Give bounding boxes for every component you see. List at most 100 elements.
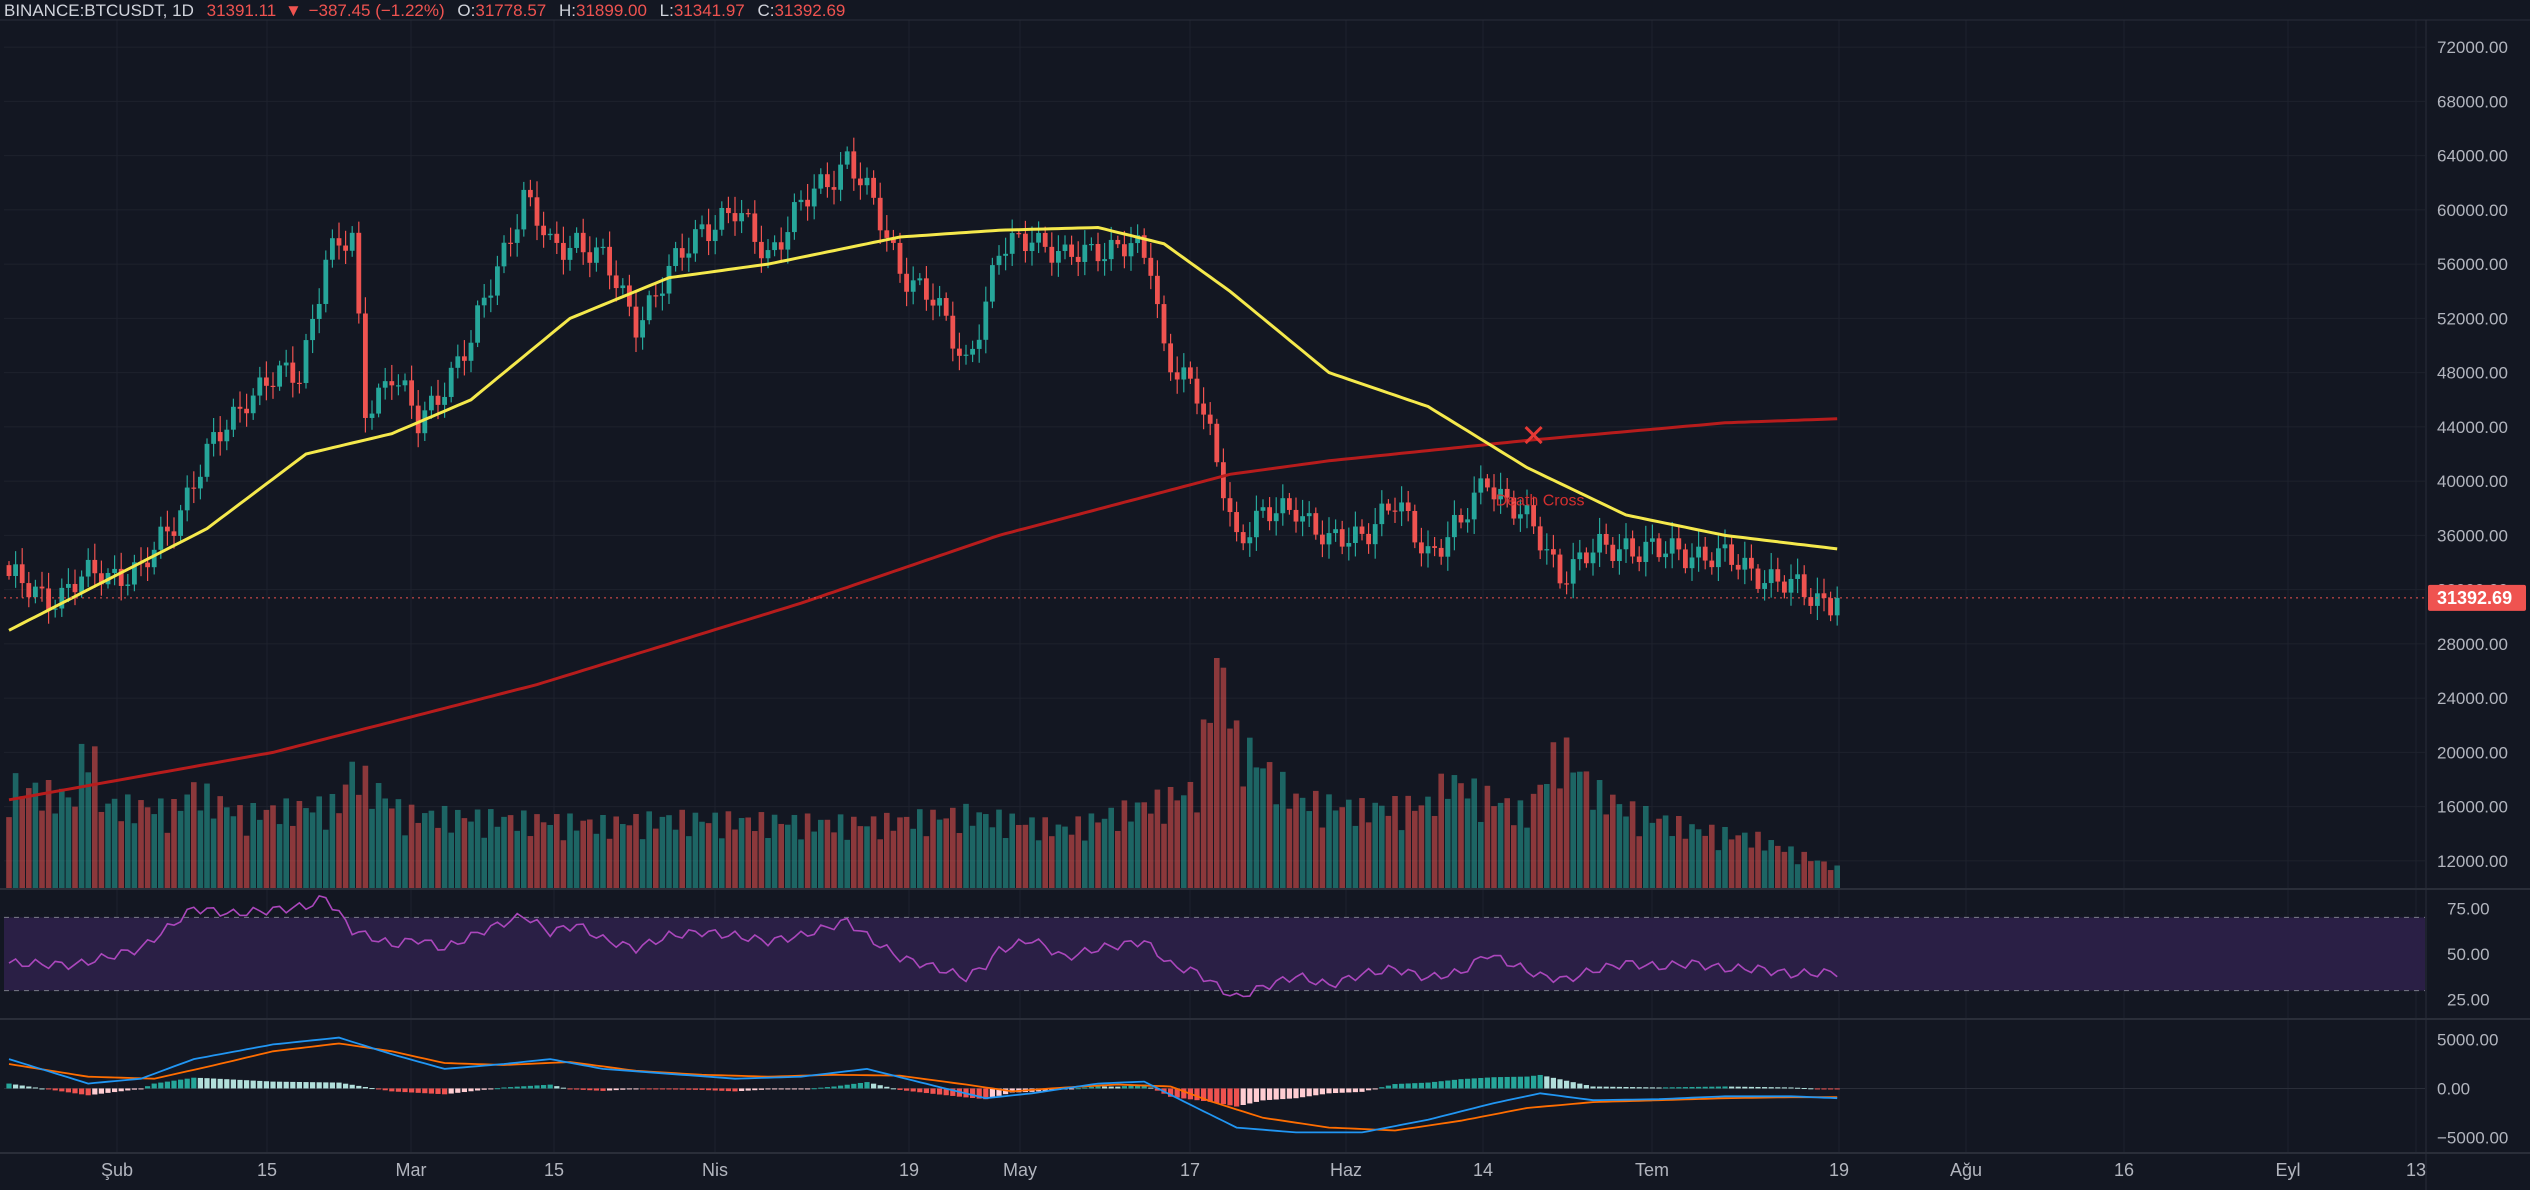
volume-bar <box>1214 658 1220 888</box>
volume-bar <box>1082 840 1088 888</box>
volume-bar <box>125 794 131 888</box>
time-axis[interactable]: Şub 15 Mar 15 Nis 19 May 17 Haz 14 Tem 19 Ağu 16 Eyl 13 <box>101 1160 2426 1180</box>
macd-histogram-bar <box>1069 1088 1075 1090</box>
macd-histogram-bar <box>983 1088 989 1100</box>
volume-bar <box>679 809 685 888</box>
candle-body <box>726 207 731 214</box>
candle-body <box>402 380 408 386</box>
volume-bar <box>514 830 520 888</box>
macd-histogram-bar <box>521 1086 527 1089</box>
volume-bar <box>626 825 633 888</box>
x-marker-stroke <box>1524 425 1543 445</box>
macd-histogram-bar <box>923 1088 929 1094</box>
macd-histogram-bar <box>824 1087 830 1089</box>
candle-body <box>264 377 269 386</box>
macd-histogram-bar <box>1689 1086 1695 1089</box>
volume-bar <box>1108 807 1114 888</box>
candle-body <box>745 213 751 215</box>
macd-histogram-bar <box>706 1088 712 1091</box>
volume-bar <box>646 811 652 888</box>
macd-histogram-bar <box>184 1078 190 1089</box>
macd-histogram-bar <box>989 1088 995 1098</box>
macd-histogram-bar <box>1762 1087 1768 1089</box>
macd-histogram-bar <box>158 1082 164 1089</box>
candle-body <box>1544 549 1550 551</box>
candle-body <box>838 164 843 190</box>
macd-histogram-bar <box>461 1088 467 1093</box>
volume-bar <box>1339 807 1345 888</box>
volume-bar <box>1735 835 1741 888</box>
candle-body <box>19 564 25 584</box>
macd-histogram-bar <box>1517 1076 1523 1089</box>
symbol-label[interactable]: BINANCE:BTCUSDT, 1D <box>4 1 194 20</box>
candle-body <box>376 387 381 414</box>
candle-body <box>118 568 124 586</box>
volume-bar <box>969 825 976 888</box>
volume-bar <box>230 816 237 888</box>
macd-histogram-bar <box>244 1080 250 1089</box>
close-value: 31392.69 <box>774 1 846 20</box>
macd-histogram-bar <box>1557 1079 1563 1089</box>
candle-body <box>1775 569 1781 582</box>
candle-body <box>132 562 137 585</box>
macd-histogram-bar <box>904 1088 910 1091</box>
candle-body <box>1716 548 1721 568</box>
candle-body <box>1141 235 1147 258</box>
candle-body <box>818 174 824 189</box>
volume-bar <box>488 809 494 888</box>
volume-bar <box>1141 802 1147 888</box>
rsi-axis[interactable]: 75.00 50.00 25.00 <box>2447 899 2490 1009</box>
macd-histogram-bar <box>970 1088 976 1098</box>
macd-histogram-bar <box>626 1088 632 1090</box>
candle-body <box>349 232 355 251</box>
volume-bar <box>1425 796 1431 888</box>
candle-body <box>1445 537 1451 557</box>
macd-histogram-bar <box>1465 1078 1471 1089</box>
candle-body <box>976 339 982 349</box>
macd-histogram-bar <box>250 1080 256 1089</box>
candle-body <box>1834 597 1840 616</box>
macd-histogram-bar <box>6 1083 12 1089</box>
candle-body <box>1267 507 1272 522</box>
candle-body <box>633 306 639 338</box>
macd-histogram-bar <box>725 1088 731 1092</box>
macd-histogram-bar <box>72 1088 78 1094</box>
candle-body <box>1082 244 1088 262</box>
candle-body <box>1491 487 1497 500</box>
candle-body <box>356 232 362 314</box>
volume-bar <box>1115 830 1121 888</box>
volume-bar <box>857 826 864 888</box>
volume-bar <box>184 794 190 888</box>
volume-bar <box>785 824 791 888</box>
candle-body <box>224 429 230 442</box>
volume-bar <box>32 782 39 888</box>
volume-bar <box>910 828 916 888</box>
candle-body <box>448 367 454 397</box>
candle-body <box>990 265 995 302</box>
macd-histogram-bar <box>501 1087 507 1089</box>
volume-bar <box>765 838 771 888</box>
volume-bar <box>989 827 996 888</box>
candle-body <box>1023 233 1028 252</box>
volume-bar <box>600 814 606 888</box>
macd-histogram-bar <box>1313 1088 1319 1096</box>
candle-body <box>950 315 956 349</box>
volume-bar <box>362 765 369 888</box>
candle-body <box>673 248 678 266</box>
rsi-tick-label: 25.00 <box>2447 991 2490 1010</box>
macd-axis[interactable]: 5000.00 0.00 −5000.00 <box>2437 1031 2508 1148</box>
volume-bar <box>1821 861 1827 888</box>
volume-bar <box>1768 840 1774 888</box>
candle-body <box>752 213 758 242</box>
price-change: −387.45 (−1.22%) <box>308 1 445 20</box>
candle-body <box>660 293 665 296</box>
high-label: H: <box>559 1 576 20</box>
volume-bar <box>963 803 969 888</box>
macd-histogram-bar <box>666 1088 672 1090</box>
candle-body <box>1287 498 1292 510</box>
macd-histogram-bar <box>1438 1081 1444 1089</box>
candlesticks[interactable] <box>6 137 1840 626</box>
macd-histogram-bar <box>362 1086 368 1089</box>
volume-bar <box>349 761 355 888</box>
